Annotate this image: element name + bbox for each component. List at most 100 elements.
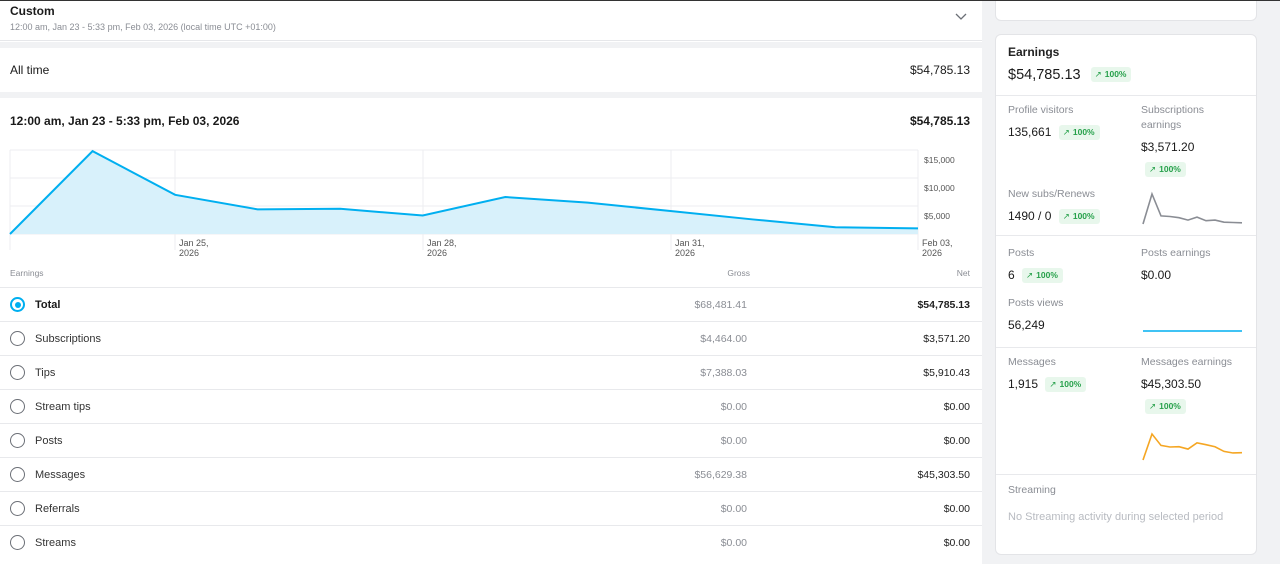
earnings-row-subscriptions[interactable]: Subscriptions $4,464.00 $3,571.20 [0, 321, 982, 355]
change-badge: ↗ 100% [1022, 268, 1063, 283]
messages-earnings-change: ↗ 100% [1145, 396, 1186, 414]
change-badge: ↗ 100% [1090, 67, 1132, 82]
divider [996, 95, 1256, 96]
change-badge: ↗ 100% [1058, 209, 1100, 224]
profile-visitors-label: Profile visitors [1008, 104, 1074, 116]
divider [996, 347, 1256, 348]
streaming-empty-message: No Streaming activity during selected pe… [1008, 511, 1224, 523]
radio-button[interactable] [10, 399, 25, 414]
row-gross: $4,464.00 [700, 333, 747, 345]
arrow-up-right-icon: ↗ [1026, 270, 1034, 280]
change-badge: ↗ 100% [1145, 162, 1186, 177]
row-gross: $7,388.03 [700, 367, 747, 379]
messages-earnings-value: $45,303.50 [1141, 377, 1202, 391]
new-subs-number: 1490 / 0 [1008, 209, 1052, 223]
earnings-row-stream-tips[interactable]: Stream tips $0.00 $0.00 [0, 389, 982, 423]
earnings-row-streams[interactable]: Streams $0.00 $0.00 [0, 525, 982, 559]
divider [996, 474, 1256, 475]
change-value: 100% [1072, 211, 1095, 221]
x-tick-label: Jan 25, 2026 [179, 238, 209, 258]
arrow-up-right-icon: ↗ [1149, 401, 1157, 411]
sparkline-line [1142, 191, 1243, 225]
x-tick-label-line: 2026 [179, 248, 200, 258]
subscriptions-change: ↗ 100% [1145, 159, 1186, 177]
earnings-chart-svg [9, 149, 919, 250]
change-value: 100% [1059, 379, 1082, 389]
row-label: Posts [35, 435, 63, 447]
posts-value: 6 ↗ 100% [1008, 268, 1063, 283]
row-gross: $0.00 [720, 537, 747, 549]
row-gross: $56,629.38 [694, 469, 747, 481]
change-badge: ↗ 100% [1045, 377, 1087, 392]
x-tick-label-line: 2026 [675, 248, 696, 258]
radio-button[interactable] [10, 535, 25, 550]
earnings-row-referrals[interactable]: Referrals $0.00 $0.00 [0, 491, 982, 525]
y-tick-label: $15,000 [924, 155, 955, 165]
x-tick-label: Jan 28, 2026 [427, 238, 457, 258]
posts-sparkline [1143, 330, 1242, 332]
row-net: $3,571.20 [923, 333, 970, 345]
range-row: 12:00 am, Jan 23 - 5:33 pm, Feb 03, 2026… [0, 98, 982, 138]
profile-visitors-number: 135,661 [1008, 125, 1052, 139]
new-subs-value: 1490 / 0 ↗ 100% [1008, 209, 1100, 224]
subscriptions-earnings-label: Subscriptions earnings [1141, 104, 1205, 131]
row-label: Referrals [35, 503, 80, 515]
radio-button[interactable] [10, 331, 25, 346]
top-card [995, 0, 1257, 21]
arrow-up-right-icon: ↗ [1049, 379, 1057, 389]
profile-visitors-value: 135,661 ↗ 100% [1008, 125, 1100, 140]
posts-label: Posts [1008, 247, 1035, 259]
new-subs-label: New subs/Renews [1008, 188, 1095, 200]
top-border [0, 0, 1280, 1]
arrow-up-right-icon: ↗ [1062, 127, 1070, 137]
x-tick-label-line: Jan 25, [179, 238, 209, 248]
radio-button[interactable] [10, 467, 25, 482]
change-value: 100% [1036, 270, 1058, 280]
radio-button[interactable] [10, 501, 25, 516]
arrow-up-right-icon: ↗ [1094, 69, 1102, 79]
earnings-chart: $15,000 $10,000 $5,000 Jan 25, 2026 Jan 28, 20… [0, 140, 982, 264]
posts-earnings-label: Posts earnings [1141, 247, 1211, 259]
spacer [0, 92, 982, 98]
earnings-row-posts[interactable]: Posts $0.00 $0.00 [0, 423, 982, 457]
radio-button[interactable] [10, 297, 25, 312]
radio-button[interactable] [10, 433, 25, 448]
posts-number: 6 [1008, 268, 1015, 282]
earnings-row-total[interactable]: Total $68,481.41 $54,785.13 [0, 287, 982, 321]
change-value: 100% [1072, 127, 1095, 137]
col-header-gross: Gross [727, 268, 750, 278]
col-header-earnings: Earnings [10, 268, 44, 278]
row-gross: $0.00 [720, 401, 747, 413]
all-time-label: All time [10, 63, 50, 77]
row-net: $54,785.13 [917, 299, 970, 311]
row-net: $0.00 [943, 435, 970, 447]
x-tick-label: Feb 03, 2026 [922, 238, 953, 258]
x-tick-label: Jan 31, 2026 [675, 238, 705, 258]
change-badge: ↗ 100% [1058, 125, 1100, 140]
row-label: Tips [35, 367, 56, 379]
change-value: 100% [1159, 164, 1181, 174]
earnings-row-tips[interactable]: Tips $7,388.03 $5,910.43 [0, 355, 982, 389]
streaming-label: Streaming [1008, 484, 1056, 496]
range-label: 12:00 am, Jan 23 - 5:33 pm, Feb 03, 2026 [10, 114, 240, 128]
all-time-value: $54,785.13 [909, 63, 970, 77]
change-value: 100% [1104, 69, 1127, 79]
x-tick-label-line: 2026 [922, 248, 943, 258]
posts-views-value: 56,249 [1008, 318, 1045, 332]
x-tick-label-line: Jan 28, [427, 238, 457, 248]
messages-sparkline [1142, 432, 1243, 461]
x-tick-label-line: 2026 [427, 248, 448, 258]
earnings-row-messages[interactable]: Messages $56,629.38 $45,303.50 [0, 457, 982, 491]
sparkline-line [1142, 432, 1243, 461]
row-gross: $0.00 [720, 435, 747, 447]
radio-button[interactable] [10, 365, 25, 380]
row-net: $0.00 [943, 503, 970, 515]
row-net: $5,910.43 [923, 367, 970, 379]
period-selector[interactable]: Custom 12:00 am, Jan 23 - 5:33 pm, Feb 0… [0, 1, 982, 41]
row-gross: $68,481.41 [694, 299, 747, 311]
summary-card: Earnings $54,785.13 ↗ 100% Profile visito… [995, 34, 1257, 555]
chevron-down-icon[interactable] [955, 13, 967, 21]
row-label: Total [35, 299, 61, 311]
row-label: Stream tips [35, 401, 91, 413]
range-value: $54,785.13 [909, 114, 970, 128]
